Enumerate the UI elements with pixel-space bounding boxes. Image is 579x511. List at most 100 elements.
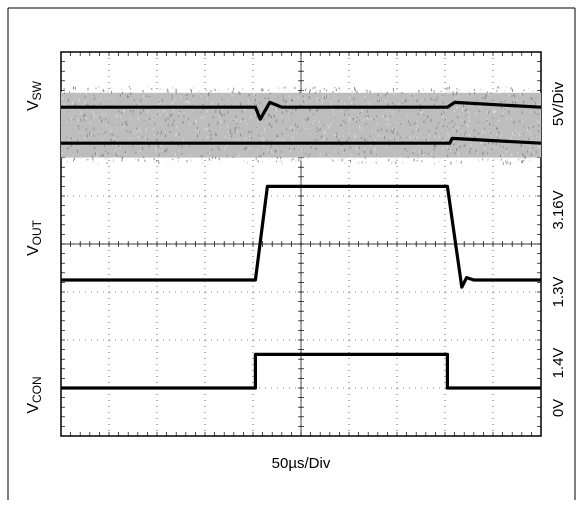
noise-speck <box>143 157 145 160</box>
noise-speck <box>80 118 82 122</box>
noise-speck <box>444 136 446 140</box>
noise-speck <box>523 159 525 162</box>
noise-speck <box>65 145 67 147</box>
noise-speck <box>478 131 480 133</box>
noise-speck <box>532 136 534 139</box>
noise-speck <box>66 110 68 112</box>
noise-speck <box>187 100 189 104</box>
noise-speck <box>325 95 327 98</box>
noise-speck <box>165 118 167 122</box>
noise-speck <box>408 93 410 95</box>
noise-speck <box>460 134 462 136</box>
noise-speck <box>518 156 520 159</box>
noise-speck <box>85 158 87 162</box>
noise-speck <box>442 95 444 97</box>
noise-speck <box>149 96 151 98</box>
noise-speck <box>387 96 389 98</box>
noise-speck <box>241 110 243 113</box>
noise-speck <box>465 151 467 154</box>
noise-speck <box>115 149 117 151</box>
noise-speck <box>473 129 475 132</box>
noise-speck <box>538 121 540 123</box>
noise-speck <box>351 91 353 95</box>
noise-speck <box>492 117 494 119</box>
noise-speck <box>303 97 305 101</box>
noise-speck <box>499 145 501 147</box>
noise-speck <box>366 91 368 93</box>
noise-speck <box>486 119 488 121</box>
noise-speck <box>492 99 494 101</box>
noise-speck <box>214 88 216 91</box>
noise-speck <box>534 151 536 154</box>
noise-speck <box>132 113 134 115</box>
noise-speck <box>436 96 438 99</box>
noise-speck <box>110 128 112 132</box>
noise-speck <box>395 121 397 123</box>
noise-speck <box>183 115 185 117</box>
noise-speck <box>364 148 366 150</box>
noise-speck <box>307 128 309 130</box>
noise-speck <box>355 120 357 123</box>
noise-speck <box>521 120 523 122</box>
noise-speck <box>340 126 342 129</box>
noise-speck <box>416 124 418 128</box>
noise-speck <box>478 131 480 135</box>
noise-speck <box>91 154 93 158</box>
noise-speck <box>392 102 394 105</box>
noise-speck <box>116 153 118 156</box>
noise-speck <box>322 124 324 126</box>
noise-speck <box>388 158 390 162</box>
noise-speck <box>296 132 298 134</box>
noise-speck <box>137 116 139 119</box>
noise-speck <box>171 94 173 97</box>
noise-speck <box>128 85 130 88</box>
noise-speck <box>118 145 120 148</box>
noise-speck <box>419 108 421 111</box>
noise-speck <box>145 97 147 100</box>
noise-speck <box>86 103 88 106</box>
trace-sw-upper <box>61 100 542 121</box>
noise-speck <box>291 136 293 139</box>
noise-speck <box>142 89 144 93</box>
noise-speck <box>455 92 457 95</box>
noise-speck <box>130 92 132 95</box>
noise-speck <box>510 136 512 138</box>
noise-speck <box>445 91 447 93</box>
noise-speck <box>105 118 107 121</box>
noise-speck <box>363 118 365 121</box>
noise-speck <box>443 138 445 142</box>
noise-speck <box>263 118 265 121</box>
noise-speck <box>402 130 404 133</box>
noise-speck <box>461 125 463 127</box>
noise-speck <box>232 119 234 121</box>
noise-speck <box>348 116 350 120</box>
noise-speck <box>340 124 342 127</box>
noise-speck <box>348 96 350 100</box>
noise-speck <box>298 127 300 129</box>
noise-speck <box>508 110 510 114</box>
noise-speck <box>210 90 212 92</box>
noise-speck <box>201 162 203 164</box>
noise-speck <box>166 113 168 116</box>
noise-speck <box>338 100 340 103</box>
noise-speck <box>344 162 346 165</box>
noise-speck <box>303 120 305 122</box>
noise-speck <box>515 99 517 101</box>
noise-speck <box>178 149 180 152</box>
noise-speck <box>361 110 363 113</box>
noise-speck <box>219 119 221 122</box>
noise-speck <box>174 153 176 156</box>
noise-speck <box>280 154 282 156</box>
noise-speck <box>114 155 116 158</box>
noise-speck <box>333 97 335 99</box>
noise-speck <box>454 152 456 155</box>
noise-speck <box>264 97 266 100</box>
noise-speck <box>261 88 263 92</box>
noise-speck <box>228 131 230 134</box>
noise-speck <box>452 126 454 130</box>
noise-speck <box>366 140 368 142</box>
noise-speck <box>116 129 118 131</box>
noise-speck <box>307 118 309 121</box>
noise-speck <box>144 137 146 139</box>
noise-speck <box>65 103 67 106</box>
